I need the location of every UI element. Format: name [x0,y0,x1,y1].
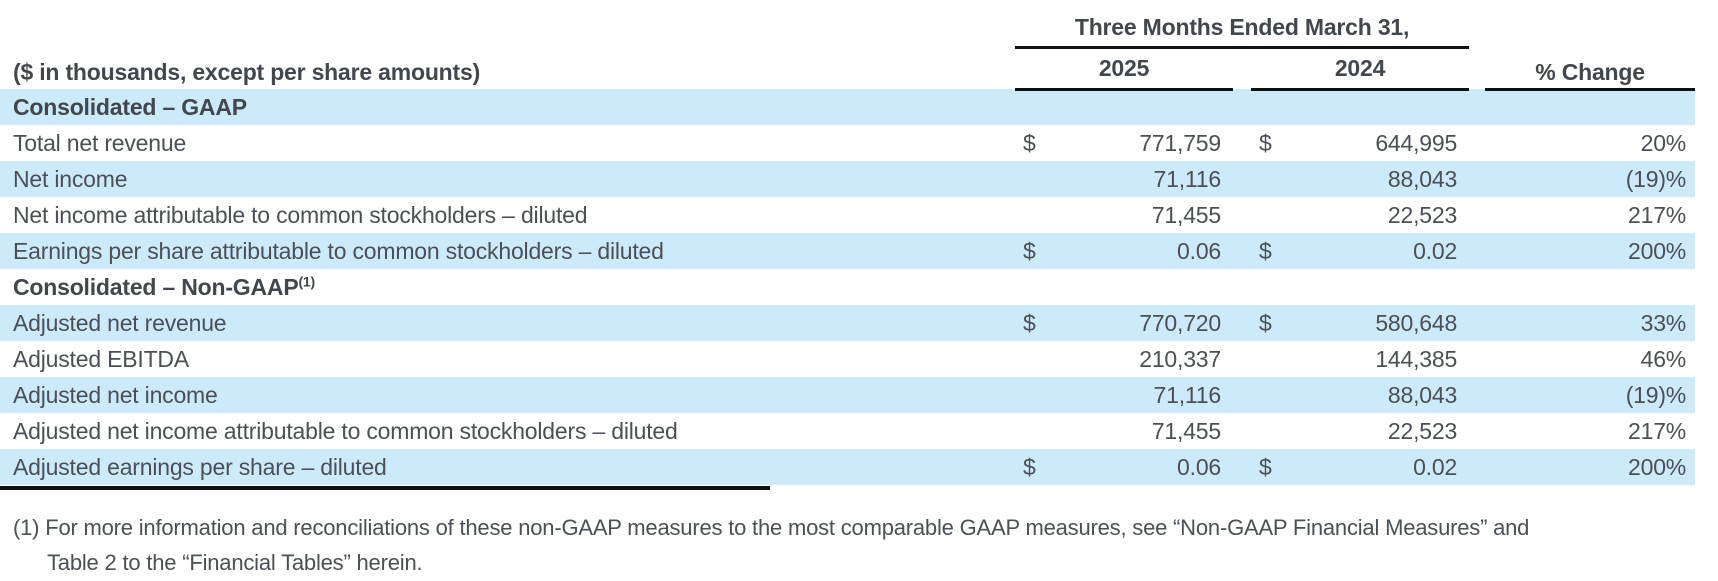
row-label: Adjusted net income [0,377,1015,413]
row-label: Net income [0,161,1015,197]
pct-change-value: 33% [1485,305,1696,341]
table-row-adjusted-eps-diluted: Adjusted earnings per share – diluted $ … [0,449,1696,485]
value-2025 [1055,269,1233,305]
row-label: Total net revenue [13,129,187,156]
table-row-section-non-gaap: Consolidated – Non-GAAP(1) [0,269,1695,305]
pct-change-value: (19)% [1485,377,1696,413]
header-spacer [0,0,1015,47]
column-header-row: ($ in thousands, except per share amount… [0,47,1696,91]
table-body: Consolidated – GAAP Total net revenue $ … [0,89,1696,485]
dollar-sign: $ [1259,129,1272,156]
dollar-sign [1015,377,1055,413]
table-end-rule [0,486,770,490]
header-spacer [1233,47,1251,89]
header-spacer [1469,47,1485,89]
dollar-sign [1251,341,1291,377]
table-header: Three Months Ended March 31, ($ in thous… [0,0,1696,91]
units-label: ($ in thousands, except per share amount… [13,59,481,85]
value-2024: 22,523 [1387,201,1458,228]
table-row-adjusted-ebitda: Adjusted EBITDA 210,337 144,385 46% [0,341,1695,377]
value-2025: 71,116 [1055,377,1233,413]
header-spacer [1485,0,1695,47]
dollar-sign: $ [1251,449,1291,485]
dollar-sign: $ [1251,233,1291,269]
value-2024: 144,385 [1375,345,1458,372]
value-2024: 88,043 [1291,377,1470,413]
pct-change-value: 200% [1485,233,1696,269]
dollar-sign [1015,413,1055,449]
dollar-sign [1251,269,1291,305]
period-header: Three Months Ended March 31, [1015,0,1470,49]
pct-change-value: 200% [1485,449,1696,485]
row-label: Consolidated – Non-GAAP(1) [13,272,315,300]
row-label: Adjusted net income attributable to comm… [13,417,678,444]
table-row-net-income: Net income 71,116 88,043 (19)% [0,161,1696,197]
dollar-sign [1015,197,1055,233]
year-2024-header: 2024 [1251,47,1470,91]
pct-change-value: 20% [1640,129,1687,156]
pct-change-value: 46% [1640,345,1687,372]
footnote: (1) For more information and reconciliat… [0,510,1718,580]
dollar-sign [1251,161,1291,197]
dollar-sign [1251,377,1291,413]
dollar-sign [1251,197,1291,233]
dollar-sign [1015,161,1055,197]
value-2025: 770,720 [1055,305,1233,341]
year-2025-header: 2025 [1015,47,1233,91]
value-2025: 71,455 [1151,417,1221,444]
dollar-sign: $ [1015,305,1055,341]
header-spacer [1469,0,1485,47]
value-2024: 22,523 [1387,417,1458,444]
row-label: Earnings per share attributable to commo… [0,233,1015,269]
value-2024: 0.02 [1291,449,1470,485]
value-2024 [1291,89,1470,125]
pct-change-value: (19)% [1485,161,1696,197]
dollar-sign [1251,89,1291,125]
footnote-line-2: Table 2 to the “Financial Tables” herein… [47,550,423,575]
dollar-sign [1251,413,1291,449]
dollar-sign: $ [1015,233,1055,269]
financial-table: Three Months Ended March 31, ($ in thous… [0,0,1696,485]
dollar-sign [1015,89,1055,125]
footnote-marker: (1) [298,272,315,289]
pct-change-header: % Change [1485,47,1696,91]
value-2024: 644,995 [1375,129,1458,156]
row-label: Consolidated – GAAP [0,89,1015,125]
value-2024 [1291,269,1469,305]
footnote-line-1: (1) For more information and reconciliat… [13,515,1530,540]
pct-change-value: 217% [1628,417,1687,444]
dollar-sign: $ [1251,305,1291,341]
value-2024: 0.02 [1291,233,1470,269]
value-2025: 0.06 [1055,233,1233,269]
value-2024: 580,648 [1291,305,1470,341]
value-2025: 771,759 [1139,129,1221,156]
table-row-section-gaap: Consolidated – GAAP [0,89,1696,125]
value-2025: 210,337 [1139,345,1221,372]
dollar-sign: $ [1015,449,1055,485]
table-row-eps-diluted: Earnings per share attributable to commo… [0,233,1696,269]
table-row-adjusted-net-revenue: Adjusted net revenue $ 770,720 $ 580,648… [0,305,1696,341]
row-label: Adjusted net revenue [0,305,1015,341]
row-label: Adjusted EBITDA [13,345,189,372]
row-label: Net income attributable to common stockh… [13,201,588,228]
pct-change-value [1485,269,1695,305]
table-row-total-net-revenue: Total net revenue $ 771,759 $ 644,995 20… [0,125,1695,161]
table-row-net-income-diluted: Net income attributable to common stockh… [0,197,1695,233]
value-2025: 71,116 [1055,161,1233,197]
period-header-row: Three Months Ended March 31, [0,0,1695,49]
dollar-sign [1015,269,1055,305]
table-row-adjusted-net-income-diluted: Adjusted net income attributable to comm… [0,413,1695,449]
pct-change-value: 217% [1628,201,1687,228]
value-2025: 0.06 [1055,449,1233,485]
value-2025 [1055,89,1233,125]
table-row-adjusted-net-income: Adjusted net income 71,116 88,043 (19)% [0,377,1696,413]
dollar-sign [1015,341,1055,377]
row-label: Adjusted earnings per share – diluted [0,449,1015,485]
value-2024: 88,043 [1291,161,1470,197]
value-2025: 71,455 [1151,201,1221,228]
pct-change-value [1485,89,1696,125]
dollar-sign: $ [1023,129,1036,156]
